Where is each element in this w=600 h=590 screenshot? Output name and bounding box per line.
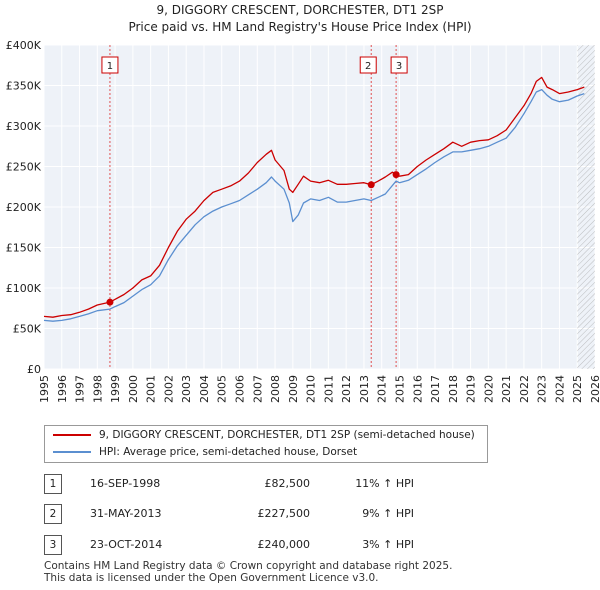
x-tick-label: 2021 — [500, 375, 513, 403]
transaction-row: 2 31-MAY-2013 £227,500 9% ↑ HPI — [44, 504, 564, 524]
x-tick-label: 1995 — [38, 375, 51, 403]
x-tick-label: 1996 — [56, 375, 69, 403]
footer-copyright: Contains HM Land Registry data © Crown c… — [44, 560, 453, 572]
x-tick-label: 2014 — [376, 375, 389, 403]
x-tick-label: 1998 — [91, 375, 104, 403]
legend: 9, DIGGORY CRESCENT, DORCHESTER, DT1 2SP… — [44, 425, 488, 463]
x-tick-label: 2004 — [198, 375, 211, 403]
transaction-number: 2 — [44, 504, 62, 524]
transaction-row: 3 23-OCT-2014 £240,000 3% ↑ HPI — [44, 535, 564, 555]
legend-swatch-property — [53, 434, 91, 436]
property-price-line — [43, 76, 585, 318]
x-tick-label: 2018 — [447, 375, 460, 403]
chart-subtitle: Price paid vs. HM Land Registry's House … — [128, 20, 471, 34]
x-tick-label: 2017 — [429, 375, 442, 403]
transaction-number: 3 — [44, 535, 62, 555]
footer: Contains HM Land Registry data © Crown c… — [44, 560, 452, 584]
transaction-price: £82,500 — [264, 477, 311, 490]
sale-label-box — [101, 56, 119, 74]
x-tick-label: 2020 — [482, 375, 495, 403]
x-tick-label: 2005 — [216, 375, 229, 403]
footer-license: This data is licensed under the Open Gov… — [44, 572, 379, 584]
transaction-number: 1 — [44, 474, 62, 494]
sale-label-number: 2 — [365, 61, 371, 72]
hpi-line — [43, 88, 585, 322]
x-tick-label: 2013 — [358, 375, 371, 403]
x-tick-label: 1997 — [74, 375, 87, 403]
price-chart: 9, DIGGORY CRESCENT, DORCHESTER, DT1 2SP… — [6, 3, 600, 403]
x-tick-label: 2007 — [251, 375, 264, 403]
sale-point — [367, 181, 375, 189]
legend-item-property: 9, DIGGORY CRESCENT, DORCHESTER, DT1 2SP… — [53, 427, 475, 443]
x-tick-label: 2008 — [269, 375, 282, 403]
y-tick-label: £0 — [27, 363, 41, 376]
x-tick-label: 2009 — [287, 375, 300, 403]
y-tick-label: £150K — [6, 242, 42, 255]
forecast-region — [577, 45, 595, 369]
x-tick-label: 2001 — [145, 375, 158, 403]
transaction-hpi-diff: 9% ↑ HPI — [362, 507, 414, 520]
legend-swatch-hpi — [53, 451, 91, 453]
legend-label-hpi: HPI: Average price, semi-detached house,… — [99, 446, 358, 458]
x-tick-label: 2002 — [162, 375, 175, 403]
transaction-date: 31-MAY-2013 — [90, 507, 162, 520]
y-tick-label: £400K — [6, 39, 42, 52]
y-tick-label: £50K — [13, 323, 42, 336]
x-tick-label: 2015 — [393, 375, 406, 403]
y-tick-label: £250K — [6, 161, 42, 174]
y-tick-label: £100K — [6, 282, 42, 295]
legend-label-property: 9, DIGGORY CRESCENT, DORCHESTER, DT1 2SP… — [99, 429, 475, 441]
x-tick-label: 2025 — [571, 375, 584, 403]
y-tick-label: £300K — [6, 120, 42, 133]
x-tick-label: 2010 — [305, 375, 318, 403]
x-tick-label: 2000 — [127, 375, 140, 403]
transaction-row: 1 16-SEP-1998 £82,500 11% ↑ HPI — [44, 474, 564, 494]
chart-title: 9, DIGGORY CRESCENT, DORCHESTER, DT1 2SP — [156, 3, 443, 17]
transaction-price: £240,000 — [257, 538, 311, 551]
x-tick-label: 2011 — [322, 375, 335, 403]
transaction-hpi-diff: 3% ↑ HPI — [362, 538, 414, 551]
sale-label-number: 1 — [107, 61, 113, 72]
transaction-date: 23-OCT-2014 — [90, 538, 163, 551]
x-tick-label: 2012 — [340, 375, 353, 403]
sale-label-number: 3 — [396, 61, 402, 72]
sale-label-box — [390, 56, 408, 74]
transaction-price: £227,500 — [257, 507, 311, 520]
legend-item-hpi: HPI: Average price, semi-detached house,… — [53, 444, 357, 460]
y-tick-label: £200K — [6, 201, 42, 214]
x-tick-label: 2023 — [536, 375, 549, 403]
y-tick-label: £350K — [6, 80, 42, 93]
x-tick-label: 2003 — [180, 375, 193, 403]
x-tick-label: 2006 — [234, 375, 247, 403]
sale-point — [106, 298, 114, 306]
x-tick-label: 2024 — [553, 375, 566, 403]
x-tick-label: 2026 — [589, 375, 600, 403]
x-tick-label: 2022 — [518, 375, 531, 403]
sale-label-box — [359, 56, 377, 74]
x-tick-label: 1999 — [109, 375, 122, 403]
sale-point — [392, 171, 400, 179]
transaction-hpi-diff: 11% ↑ HPI — [355, 477, 414, 490]
transaction-date: 16-SEP-1998 — [90, 477, 161, 490]
x-tick-label: 2019 — [465, 375, 478, 403]
x-tick-label: 2016 — [411, 375, 424, 403]
